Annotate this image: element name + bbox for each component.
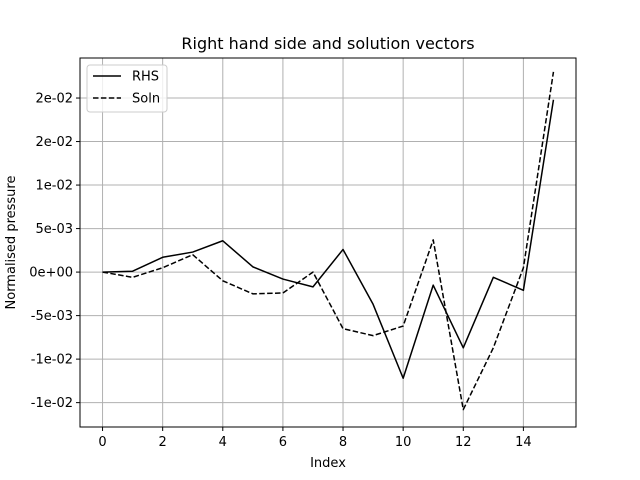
- y-tick-label: -1e-02: [31, 353, 73, 368]
- y-tick-label: -1e-02: [31, 396, 73, 411]
- y-axis: -1e-02 -1e-02 -5e-03 0e+00 5e-03 1e-02 2e-02 2e…: [29, 92, 80, 411]
- x-tick-label: 8: [339, 435, 347, 450]
- plot-area: [80, 58, 576, 427]
- y-tick-label: 2e-02: [35, 92, 73, 107]
- y-tick-label: 0e+00: [29, 266, 73, 281]
- series-group: [102, 71, 555, 411]
- y-tick-label: -5e-03: [31, 309, 73, 324]
- x-tick-label: 4: [219, 435, 227, 450]
- chart-title: Right hand side and solution vectors: [181, 34, 474, 53]
- x-tick-label: 2: [159, 435, 167, 450]
- x-axis-label: Index: [310, 456, 346, 471]
- series-line-soln: [102, 71, 555, 411]
- legend-label-rhs: RHS: [132, 70, 159, 85]
- x-tick-label: 10: [395, 435, 412, 450]
- x-tick-label: 6: [279, 435, 287, 450]
- legend-label-soln: Soln: [132, 92, 160, 107]
- legend: RHS Soln: [86, 64, 168, 113]
- y-axis-label: Normalised pressure: [4, 176, 19, 310]
- grid: [80, 58, 576, 427]
- y-tick-label: 5e-03: [35, 222, 73, 237]
- x-tick-label: 0: [98, 435, 106, 450]
- y-tick-label: 2e-02: [35, 135, 73, 150]
- plot-frame: [79, 57, 577, 428]
- x-axis: 0 2 4 6 8 10 12 14: [98, 427, 532, 450]
- y-tick-label: 1e-02: [35, 179, 73, 194]
- x-tick-label: 14: [515, 435, 532, 450]
- x-tick-label: 12: [455, 435, 472, 450]
- series-line-rhs: [102, 99, 555, 380]
